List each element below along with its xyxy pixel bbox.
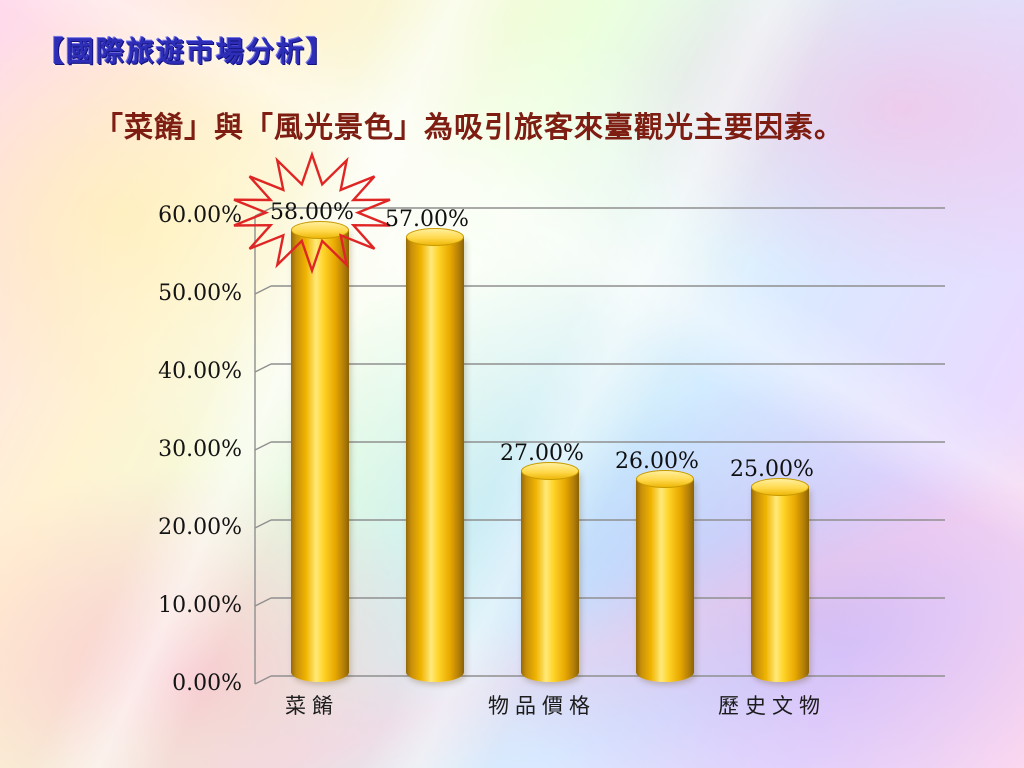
gridline-depth-tick (254, 441, 272, 451)
slide-subtitle: 「菜餚」與「風光景色」為吸引旅客來臺觀光主要因素。 (94, 110, 845, 144)
cylinder-top (751, 478, 809, 496)
cylinder-top (636, 470, 694, 489)
y-axis-tick-label: 40.00% (158, 359, 242, 384)
y-axis-tick-label: 0.00% (172, 671, 242, 696)
x-axis-category-label: 菜餚 (285, 694, 339, 718)
y-axis-tick-label: 30.00% (158, 437, 242, 462)
y-axis-tick-label: 50.00% (158, 281, 242, 306)
bar-value-label: 27.00% (500, 441, 584, 467)
gridline-depth-tick (254, 675, 272, 685)
cylinder-bar (751, 478, 809, 682)
gridline-depth-tick (254, 597, 272, 607)
bar-value-label: 58.00% (270, 199, 354, 225)
bar-value-label: 26.00% (615, 449, 699, 475)
gridline-depth-tick (254, 285, 272, 295)
x-axis-category-label: 歷史文物 (718, 694, 826, 718)
x-axis-category-label: 物品價格 (488, 694, 596, 718)
bar-value-label: 57.00% (385, 207, 469, 233)
gridline-depth-tick (254, 519, 272, 529)
cylinder-top (406, 228, 464, 247)
y-axis-tick-label: 10.00% (158, 593, 242, 618)
cylinder-bar (636, 470, 694, 682)
bar-value-label: 25.00% (730, 457, 814, 482)
cylinder-bar (291, 220, 349, 682)
y-axis-tick-label: 20.00% (158, 515, 242, 540)
cylinder-bar (406, 228, 464, 682)
y-axis-tick-label: 60.00% (158, 203, 242, 228)
cylinder-bar (521, 462, 579, 682)
gridline-depth-tick (254, 363, 272, 373)
slide-title: 【國際旅遊市場分析】 (36, 35, 337, 68)
cylinder-top (521, 462, 579, 481)
